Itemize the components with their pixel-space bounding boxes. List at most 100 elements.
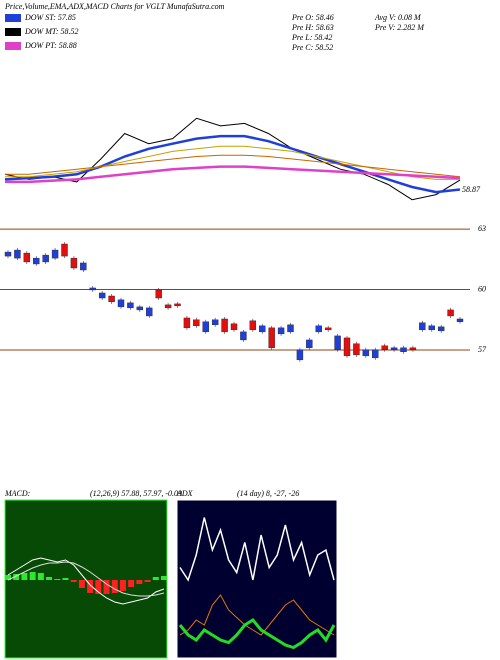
series-line — [7, 561, 165, 597]
candle-body — [202, 321, 209, 333]
candle-body — [117, 299, 125, 308]
macd-panel — [4, 499, 168, 659]
candle-body — [174, 303, 181, 307]
histogram-bar — [87, 580, 94, 593]
series-line — [4, 117, 461, 201]
candle-body — [89, 287, 96, 291]
candle-body — [249, 320, 257, 331]
series-line — [5, 154, 461, 178]
candle-body — [409, 347, 417, 350]
candle-body — [296, 349, 304, 361]
candle-body — [362, 349, 370, 357]
candle-body — [277, 327, 285, 335]
series-line — [178, 618, 336, 650]
stat-text: Pre O: 58.46 — [291, 13, 334, 22]
histogram-bar — [70, 580, 77, 582]
stat-text: Pre L: 58.42 — [291, 33, 332, 42]
candle-body — [259, 325, 266, 333]
histogram-bar — [29, 572, 36, 580]
panel-params: (12,26,9) 57.88, 57.97, -0.09 — [90, 489, 182, 498]
candle-body — [306, 339, 313, 348]
stat-text: Avg V: 0.08 M — [374, 13, 422, 22]
candle-body — [146, 307, 153, 317]
candle-body — [136, 306, 144, 311]
histogram-bar — [111, 580, 118, 593]
candle-body — [127, 302, 134, 309]
y-tick-label: 63 — [478, 224, 486, 233]
legend-text: DOW ST: 57.85 — [24, 13, 76, 22]
histogram-bar — [78, 580, 85, 588]
candle-body — [400, 347, 407, 353]
last-value-label: 58.87 — [462, 185, 481, 194]
stat-text: Pre C: 58.52 — [291, 43, 333, 52]
series-line — [4, 134, 461, 194]
legend-text: DOW PT: 58.88 — [24, 41, 77, 50]
series-line — [5, 165, 461, 184]
histogram-bar — [21, 573, 28, 580]
histogram-bar — [62, 578, 69, 580]
histogram-bar — [46, 577, 53, 580]
histogram-bar — [13, 574, 20, 580]
candle-body — [33, 257, 40, 265]
candle-body — [343, 337, 351, 357]
candle-body — [372, 349, 379, 359]
histogram-bar — [128, 580, 135, 587]
candle-body — [80, 262, 87, 271]
panel-label: ADX — [176, 489, 194, 498]
histogram-bar — [161, 576, 167, 580]
candle-body — [334, 335, 341, 350]
series-line — [5, 145, 460, 180]
candle-body — [390, 347, 398, 350]
histogram-bar — [95, 580, 102, 594]
candle-body — [183, 317, 191, 329]
candle-body — [51, 249, 59, 259]
candle-body — [419, 322, 426, 331]
candle-body — [447, 309, 454, 317]
candle-body — [437, 326, 445, 332]
panel-label: MACD: — [4, 489, 31, 498]
stat-text: Pre V: 2.282 M — [374, 23, 425, 32]
candle-body — [221, 318, 228, 333]
candle-body — [240, 331, 247, 341]
candle-body — [353, 343, 360, 356]
candle-body — [381, 345, 388, 350]
histogram-bar — [103, 580, 110, 594]
legend-swatch — [5, 14, 21, 22]
panel-params: (14 day) 8, -27, -26 — [237, 489, 299, 498]
candle-body — [164, 304, 172, 309]
candle-body — [193, 319, 200, 327]
candle-body — [428, 325, 435, 331]
candle-body — [324, 327, 332, 331]
candle-body — [4, 251, 12, 257]
candle-body — [42, 254, 49, 263]
legend-swatch — [5, 28, 21, 36]
y-tick-label: 60 — [478, 284, 486, 293]
candle-body — [98, 292, 106, 299]
candle-body — [268, 327, 275, 348]
histogram-bar — [119, 580, 126, 591]
candle-body — [211, 319, 219, 326]
candle-body — [61, 243, 68, 257]
page-title: Price,Volume,EMA,ADX,MACD Charts for VGL… — [4, 2, 225, 11]
series-line — [179, 594, 335, 636]
legend-text: DOW MT: 58.52 — [24, 27, 79, 36]
series-line — [179, 517, 335, 582]
candle-body — [456, 318, 464, 322]
histogram-bar — [144, 580, 151, 582]
candle-body — [108, 295, 115, 303]
candle-body — [155, 289, 162, 299]
y-tick-label: 57 — [478, 345, 487, 354]
candle-body — [315, 325, 322, 333]
candle-body — [70, 257, 78, 269]
histogram-bar — [5, 575, 11, 580]
candle-body — [287, 324, 294, 333]
histogram-bar — [37, 573, 44, 580]
stat-text: Pre H: 58.63 — [291, 23, 334, 32]
legend-swatch — [5, 42, 21, 50]
histogram-bar — [136, 580, 143, 584]
histogram-bar — [152, 577, 159, 580]
candle-body — [23, 252, 31, 263]
candle-body — [230, 323, 238, 331]
series-line — [7, 557, 165, 605]
